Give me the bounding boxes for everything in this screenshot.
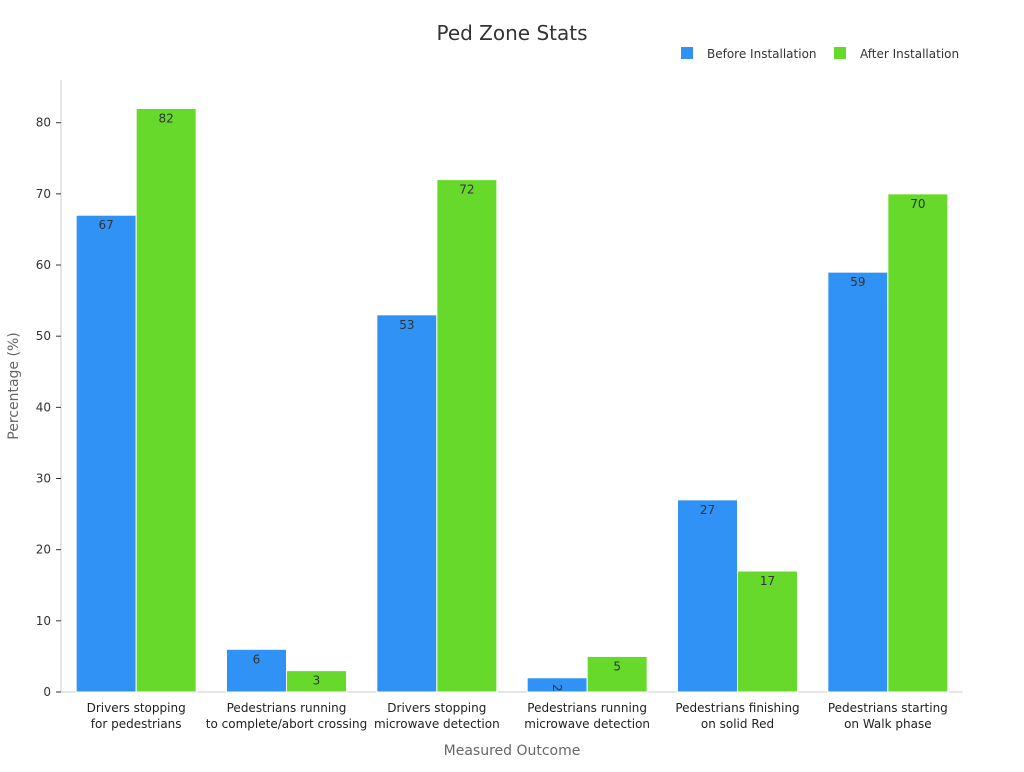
legend-label-after: After Installation	[860, 47, 959, 61]
data-label: 3	[313, 674, 321, 688]
x-axis-title: Measured Outcome	[444, 743, 581, 759]
bar-after	[286, 670, 347, 693]
data-label: 82	[159, 111, 174, 125]
x-tick-label: to complete/abort crossing	[206, 717, 367, 731]
x-tick-label: Drivers stopping	[387, 701, 486, 715]
x-tick-label: Pedestrians starting	[828, 701, 948, 715]
bar-after	[887, 193, 949, 693]
data-label: 2	[550, 684, 564, 692]
legend-label-before: Before Installation	[707, 47, 817, 61]
y-tick-label: 60	[36, 258, 51, 272]
data-label: 72	[459, 183, 474, 197]
data-labels: 67 82 6 3 53 72 2 5 27 17 59 70	[99, 111, 926, 691]
y-tick-label: 0	[43, 685, 51, 699]
chart-title: Ped Zone Stats	[436, 21, 587, 45]
x-tick-label: microwave detection	[524, 717, 650, 731]
bar-before	[376, 314, 438, 693]
y-tick-label: 20	[36, 543, 51, 557]
y-tick-label: 80	[36, 116, 51, 130]
bar-before	[677, 499, 738, 693]
bar-before	[226, 648, 287, 693]
data-label: 53	[399, 318, 414, 332]
bar-before	[827, 271, 889, 693]
x-tick-label: Pedestrians finishing	[675, 701, 799, 715]
y-tick-label: 50	[36, 329, 51, 343]
x-tick-label: Pedestrians running	[227, 701, 347, 715]
y-tick-label: 10	[36, 614, 51, 628]
bar-after	[135, 107, 197, 693]
x-tick-label: for pedestrians	[91, 717, 182, 731]
x-tick-label: Drivers stopping	[87, 701, 186, 715]
data-label: 59	[850, 275, 865, 289]
bar-after	[586, 655, 648, 693]
y-tick-label: 40	[36, 400, 51, 414]
legend-swatch-before	[681, 47, 693, 59]
x-tick-label: on solid Red	[701, 717, 774, 731]
bars	[75, 107, 949, 693]
x-tick-label: microwave detection	[374, 717, 500, 731]
x-tick-label: Pedestrians running	[527, 701, 647, 715]
data-label: 27	[700, 503, 715, 517]
data-label: 67	[99, 218, 114, 232]
data-label: 6	[253, 652, 261, 666]
y-tick-label: 70	[36, 187, 51, 201]
data-label: 17	[760, 574, 775, 588]
bar-after	[737, 570, 798, 693]
bar-before	[75, 214, 137, 693]
y-axis-title: Percentage (%)	[6, 332, 22, 439]
y-tick-label: 30	[36, 472, 51, 486]
legend-swatch-after	[834, 47, 846, 59]
x-tick-label: on Walk phase	[844, 717, 932, 731]
bar-after	[436, 179, 498, 693]
data-label: 70	[910, 197, 925, 211]
x-axis: Drivers stopping for pedestrians Pedestria…	[61, 691, 963, 731]
data-label: 5	[613, 659, 621, 673]
y-axis: 0 10 20 30 40 50 60 70 80	[36, 80, 62, 699]
legend: Before Installation After Installation	[681, 47, 959, 61]
